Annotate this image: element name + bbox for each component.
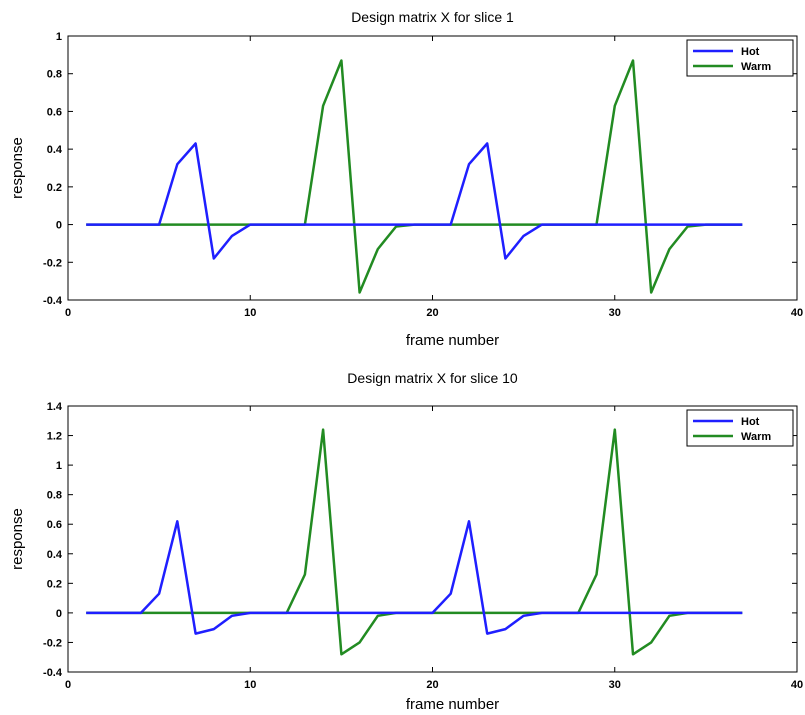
- chart-title: Design matrix X for slice 1: [351, 9, 514, 25]
- x-axis-label: frame number: [406, 332, 499, 349]
- y-tick-label: 0.6: [47, 519, 62, 531]
- y-tick-label: 0.4: [47, 549, 63, 561]
- x-tick-label: 20: [426, 679, 438, 691]
- x-tick-label: 30: [609, 679, 621, 691]
- chart-title: Design matrix X for slice 10: [347, 370, 518, 386]
- x-tick-label: 10: [244, 679, 256, 691]
- y-tick-label: 1.4: [47, 401, 63, 413]
- x-axis-label: frame number: [406, 696, 499, 713]
- y-tick-label: 0.6: [47, 106, 62, 118]
- y-tick-label: 0.8: [47, 490, 62, 502]
- y-tick-label: -0.2: [43, 637, 62, 649]
- y-tick-label: 0.4: [47, 144, 63, 156]
- x-tick-label: 0: [65, 679, 71, 691]
- chart-panel-1: Design matrix X for slice 1 -0.4 -0.2 0 0.2 0…: [9, 9, 803, 349]
- y-axis-label: response: [9, 508, 26, 570]
- y-tick-label: -0.2: [43, 257, 62, 269]
- y-tick-label: 1: [56, 31, 62, 43]
- y-tick-label: -0.4: [43, 667, 63, 679]
- y-tick-label: 0.2: [47, 182, 62, 194]
- y-tick-label: 0: [56, 220, 62, 232]
- legend-box: [686, 409, 794, 447]
- series-line-hot: [86, 520, 743, 635]
- chart-panel-2: Design matrix X for slice 10 -0.4 -0.2 0 0.2…: [9, 370, 803, 713]
- legend-label-hot: Hot: [741, 46, 760, 58]
- x-tick-label: 0: [65, 307, 71, 319]
- legend: Hot Warm: [686, 409, 794, 447]
- legend: Hot Warm: [686, 39, 794, 77]
- y-tick-label: 0.8: [47, 69, 62, 81]
- plot-area: [67, 35, 798, 301]
- legend-label-hot: Hot: [741, 416, 760, 428]
- legend-label-warm: Warm: [741, 431, 771, 443]
- series-line-hot: [86, 142, 743, 260]
- y-tick-label: 1.2: [47, 431, 62, 443]
- legend-box: [686, 39, 794, 77]
- y-axis-label: response: [9, 137, 26, 199]
- legend-label-warm: Warm: [741, 61, 771, 73]
- x-tick-label: 20: [426, 307, 438, 319]
- x-tick-label: 40: [791, 679, 803, 691]
- y-tick-label: 1: [56, 460, 62, 472]
- x-tick-label: 40: [791, 307, 803, 319]
- x-tick-label: 30: [609, 307, 621, 319]
- x-tick-label: 10: [244, 307, 256, 319]
- y-tick-label: -0.4: [43, 295, 63, 307]
- y-tick-label: 0: [56, 608, 62, 620]
- plot-area: [67, 405, 798, 673]
- y-tick-label: 0.2: [47, 578, 62, 590]
